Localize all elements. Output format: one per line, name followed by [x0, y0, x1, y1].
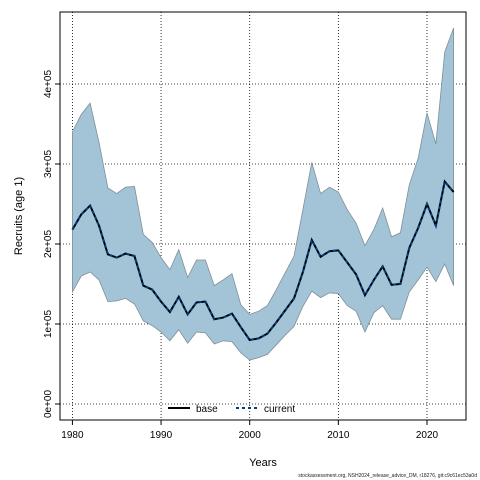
legend: base current	[168, 404, 295, 415]
x-tick-label: 1990	[150, 430, 173, 441]
y-axis-title: Recruits (age 1)	[13, 177, 25, 255]
x-tick-label: 1980	[61, 430, 84, 441]
plot-frame	[59, 11, 467, 421]
y-axis: 0e+00 1e+05 2e+05 3e+05 4e+05	[43, 70, 60, 419]
legend-label-base: base	[196, 404, 218, 415]
y-tick-label: 1e+05	[43, 310, 54, 339]
y-tick-label: 4e+05	[43, 70, 54, 99]
x-axis-title: Years	[249, 457, 277, 469]
x-tick-label: 2020	[416, 430, 439, 441]
y-tick-label: 2e+05	[43, 230, 54, 259]
legend-label-current: current	[264, 404, 295, 415]
x-tick-label: 2000	[239, 430, 262, 441]
series-line-current	[71, 179, 455, 342]
y-tick-label: 0e+00	[43, 390, 54, 419]
x-tick-label: 2010	[327, 430, 350, 441]
y-tick-label: 3e+05	[43, 150, 54, 179]
footer-provenance: stockassessment.org, NSH2024_release_adv…	[298, 473, 477, 479]
confidence-band	[72, 27, 454, 361]
x-axis: 1980 1990 2000 2010 2020	[61, 420, 439, 441]
